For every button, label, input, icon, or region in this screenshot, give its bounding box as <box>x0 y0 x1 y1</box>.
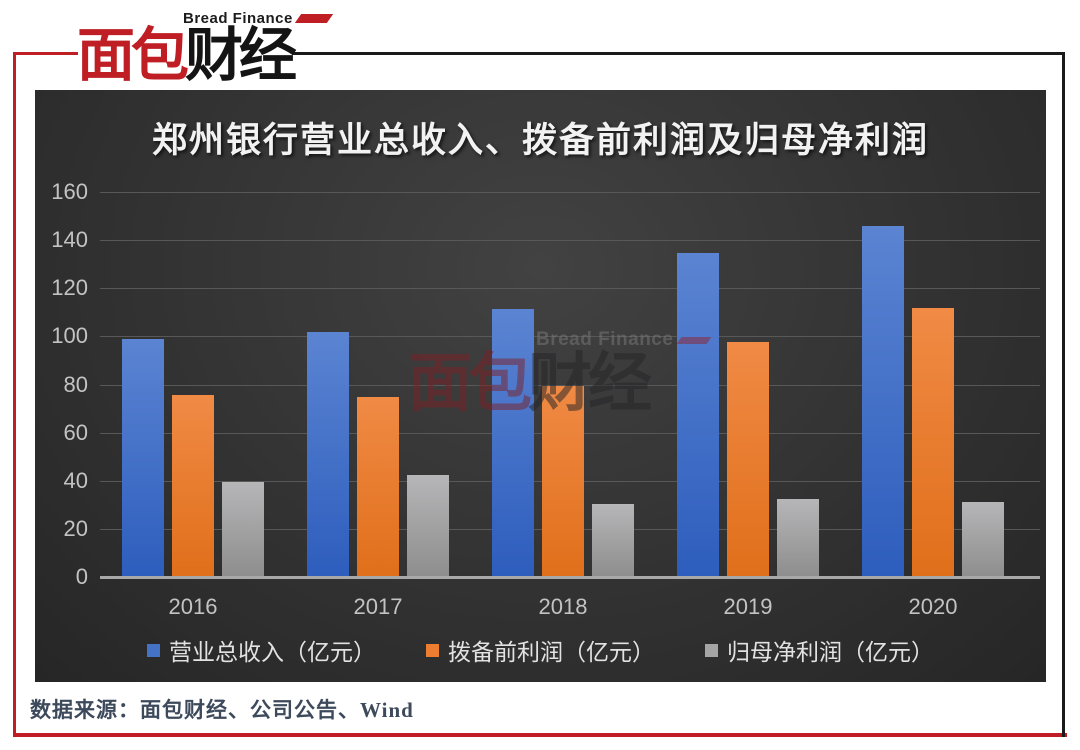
frame-border-right <box>1062 52 1065 737</box>
x-axis-line <box>100 576 1040 579</box>
brand-logo-subtitle-row: Bread Finance <box>183 10 334 27</box>
legend-label-1: 拨备前利润（亿元） <box>448 639 655 665</box>
x-tick-label-2018: 2018 <box>538 594 588 619</box>
y-tick-label-100: 100 <box>51 323 88 349</box>
bar-2019-series-1 <box>727 342 769 578</box>
legend-item-2: 归母净利润（亿元） <box>705 633 934 667</box>
bar-2019-series-2 <box>777 498 819 578</box>
frame-border-top-black <box>292 52 1064 55</box>
x-tick-label-2020: 2020 <box>908 594 958 619</box>
x-tick-label-2019: 2019 <box>723 594 773 619</box>
bar-2019-series-0 <box>677 253 719 578</box>
gridline-160 <box>100 192 1040 193</box>
bar-2020-series-2 <box>962 501 1004 578</box>
y-tick-label-120: 120 <box>51 275 88 301</box>
frame-border-left <box>13 52 16 737</box>
bar-2017-series-2 <box>407 475 449 578</box>
bar-2018-series-1 <box>542 385 584 578</box>
y-tick-label-80: 80 <box>63 371 88 397</box>
legend-swatch-icon-1 <box>426 643 439 657</box>
brand-wordmark-black: 财经 <box>185 23 297 88</box>
x-tick-label-2016: 2016 <box>168 594 218 619</box>
gridline-80 <box>100 384 1040 386</box>
legend: 营业总收入（亿元） 拨备前利润（亿元） 归母净利润（亿元） <box>35 633 1046 667</box>
brand-logo-subtitle: Bread Finance <box>183 10 293 27</box>
legend-swatch-icon-0 <box>147 643 160 657</box>
bar-2018-series-0 <box>492 309 534 578</box>
plot-area: Bread Finance 面包财经 0 20 40 60 80 100 120 140 160… <box>51 179 1040 619</box>
legend-item-0: 营业总收入（亿元） <box>147 633 376 667</box>
y-tick-label-160: 160 <box>51 179 88 204</box>
y-tick-label-140: 140 <box>51 227 88 253</box>
brand-swoosh-icon <box>294 14 334 23</box>
brand-logo: Bread Finance 面包财经 <box>77 4 377 94</box>
chart-panel: 郑州银行营业总收入、拨备前利润及归母净利润 Bread Finance 面包财经… <box>35 90 1046 682</box>
frame-border-bottom <box>13 733 1067 737</box>
bar-2020-series-0 <box>862 226 904 578</box>
chart-title: 郑州银行营业总收入、拨备前利润及归母净利润 <box>151 121 929 160</box>
y-tick-label-60: 60 <box>63 419 88 445</box>
bar-2016-series-0 <box>122 338 164 578</box>
gridline-120 <box>100 288 1040 290</box>
gridline-100 <box>100 336 1040 338</box>
watermark-subtitle: Bread Finance <box>536 329 674 350</box>
legend-item-1: 拨备前利润（亿元） <box>426 633 655 667</box>
data-source: 数据来源：面包财经、公司公告、Wind <box>30 698 414 722</box>
brand-wordmark-red: 面包 <box>77 23 189 88</box>
bar-2016-series-1 <box>172 395 214 578</box>
y-tick-label-20: 20 <box>63 515 88 541</box>
frame-border-top-red <box>13 52 78 55</box>
bar-2017-series-1 <box>357 396 399 578</box>
legend-label-0: 营业总收入（亿元） <box>169 639 376 665</box>
bar-2018-series-2 <box>592 504 634 578</box>
gridline-140 <box>100 240 1040 242</box>
y-tick-label-40: 40 <box>63 467 88 493</box>
brand-logo-wordmark: 面包财经 <box>77 23 297 88</box>
legend-swatch-icon-2 <box>705 643 718 657</box>
legend-label-2: 归母净利润（亿元） <box>727 639 934 665</box>
y-tick-label-0: 0 <box>75 564 88 589</box>
bar-2020-series-1 <box>912 308 954 578</box>
bar-2016-series-2 <box>222 482 264 578</box>
x-tick-label-2017: 2017 <box>353 594 403 619</box>
bar-2017-series-0 <box>307 332 349 578</box>
